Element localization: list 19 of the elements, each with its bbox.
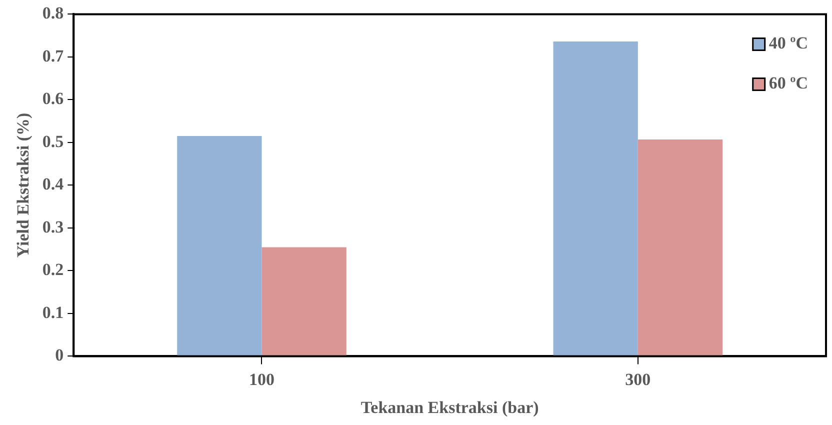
bar [638, 139, 723, 356]
y-tick-label: 0.3 [42, 217, 64, 236]
y-tick-label: 0.7 [42, 46, 64, 66]
y-tick-label: 0.4 [42, 174, 64, 194]
x-axis-title: Tekanan Ekstraksi (bar) [360, 398, 539, 418]
x-tick-label: 300 [625, 370, 651, 389]
x-tick-label: 100 [248, 370, 274, 389]
y-axis-title: Yield Ekstraksi (%) [14, 112, 33, 258]
legend-label: 40 ºC [768, 34, 808, 53]
y-tick-label: 0.2 [42, 260, 64, 280]
bar [177, 136, 262, 356]
bar [262, 247, 346, 356]
y-tick-label: 0.6 [42, 89, 64, 108]
legend-label: 60 ºC [768, 74, 808, 93]
y-tick-label: 0 [55, 346, 64, 365]
y-tick-label: 0.1 [42, 302, 64, 322]
y-tick-label: 0.8 [42, 4, 64, 23]
y-tick-label: 0.5 [42, 132, 64, 151]
bar [553, 42, 638, 356]
